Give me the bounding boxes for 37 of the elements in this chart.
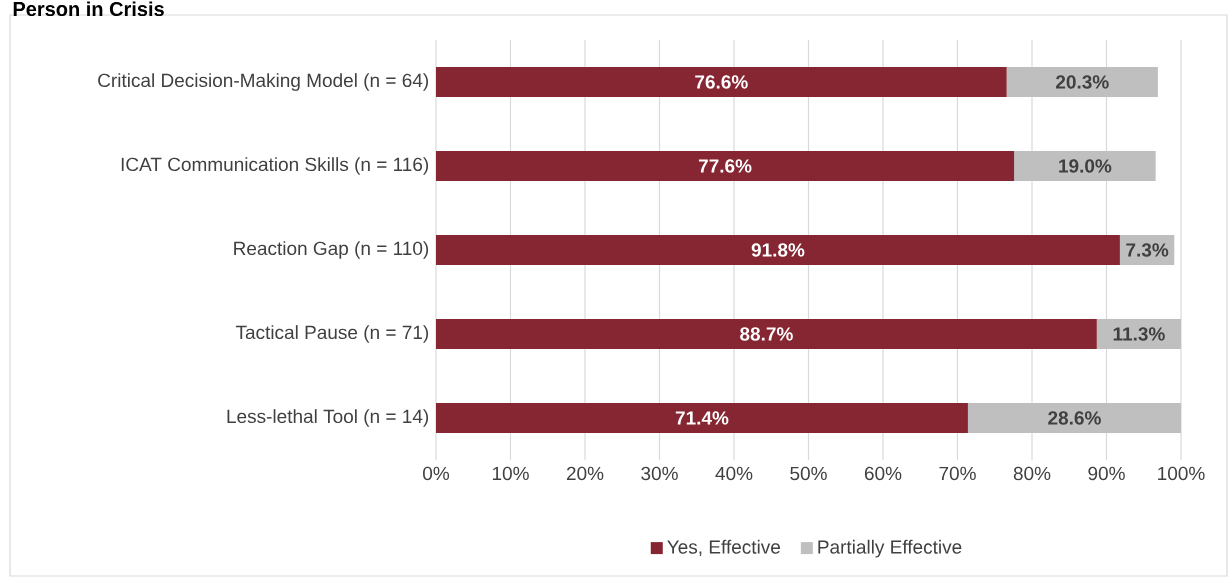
x-tick-label: 100% [1158,466,1205,481]
y-tick-label: Critical Decision-Making Model (n = 64) [98,73,429,91]
bar [967,403,1181,433]
bar [1014,151,1156,181]
data-label: 76.6% [695,75,748,89]
data-label: 71.4% [675,411,729,425]
y-tick-label: Tactical Pause (n = 71) [235,325,429,343]
x-tick-label: 0% [423,466,450,481]
data-label: 77.6% [698,159,752,173]
data-label: 7.3% [1126,243,1169,257]
bar [436,235,1120,265]
y-tick-label: ICAT Communication Skills (n = 116) [121,157,429,175]
x-tick-label: 70% [939,466,976,481]
bar [436,403,968,433]
x-tick-label: 50% [790,466,827,481]
bar [436,151,1015,181]
text: Person in Crisis [13,1,164,17]
x-tick-label: 60% [864,466,902,481]
x-tick-label: 30% [641,466,678,481]
data-label: 88.7% [740,327,793,341]
y-tick-label: Less-lethal Tool (n = 14) [227,409,429,427]
legend-label: Yes, Effective [667,539,781,557]
data-label: 91.8% [751,243,805,257]
bar [436,319,1097,349]
data-label: 28.6% [1048,411,1101,425]
x-tick-label: 20% [566,466,604,481]
legend-label: Partially Effective [818,539,962,558]
data-label: 20.3% [1056,75,1109,89]
x-tick-label: 80% [1013,466,1051,481]
data-label: 11.3% [1113,327,1165,341]
data-label: 19.0% [1059,159,1112,173]
x-tick-label: 40% [715,466,753,481]
x-tick-label: 10% [492,466,529,481]
bar [436,67,1007,97]
bar [1006,67,1158,97]
x-tick-label: 90% [1088,466,1125,481]
y-tick-label: Reaction Gap (n = 110) [234,241,429,259]
